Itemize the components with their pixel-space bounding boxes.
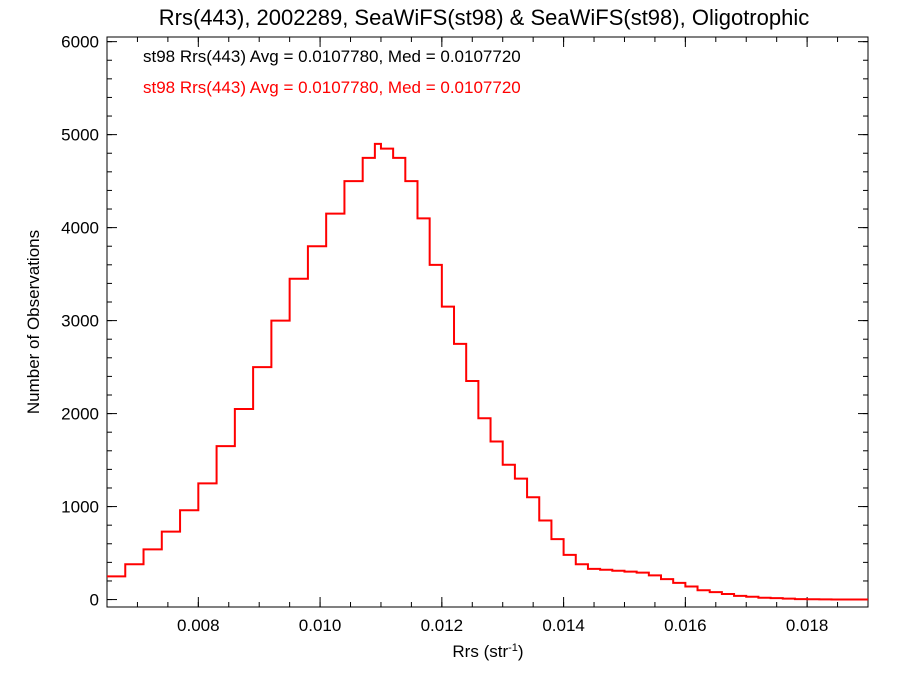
plot-frame	[106, 36, 869, 608]
y-tick-label: 5000	[61, 126, 99, 145]
x-tick-label: 0.014	[542, 616, 585, 635]
series-layer	[107, 142, 868, 601]
tick-labels: 0.008 0.010 0.012 0.014 0.016 0.018 0 1000 2000 3…	[61, 33, 828, 635]
x-axis-label: Rrs (str-1)	[452, 642, 523, 661]
y-tick-label: 4000	[61, 219, 99, 238]
x-axis-label-main: Rrs (str	[452, 642, 508, 661]
x-axis-label-sup: -1	[508, 642, 518, 654]
y-tick-label: 1000	[61, 498, 99, 517]
y-axis-label: Number of Observations	[24, 230, 43, 414]
x-tick-label: 0.008	[177, 616, 220, 635]
y-tick-label: 0	[90, 591, 99, 610]
plot-border	[106, 36, 869, 608]
y-tick-label: 6000	[61, 33, 99, 52]
y-tick-label: 3000	[61, 312, 99, 331]
annotation-red: st98 Rrs(443) Avg = 0.0107780, Med = 0.0…	[143, 78, 521, 97]
x-tick-label: 0.016	[664, 616, 707, 635]
series-line	[107, 142, 868, 601]
axis-ticks	[106, 37, 869, 607]
x-axis-label-suffix: )	[518, 642, 524, 661]
x-tick-label: 0.018	[786, 616, 829, 635]
chart-title: Rrs(443), 2002289, SeaWiFS(st98) & SeaWi…	[159, 5, 809, 30]
y-tick-label: 2000	[61, 405, 99, 424]
annotation-black: st98 Rrs(443) Avg = 0.0107780, Med = 0.0…	[143, 47, 521, 66]
x-tick-label: 0.012	[421, 616, 464, 635]
x-tick-label: 0.010	[299, 616, 342, 635]
